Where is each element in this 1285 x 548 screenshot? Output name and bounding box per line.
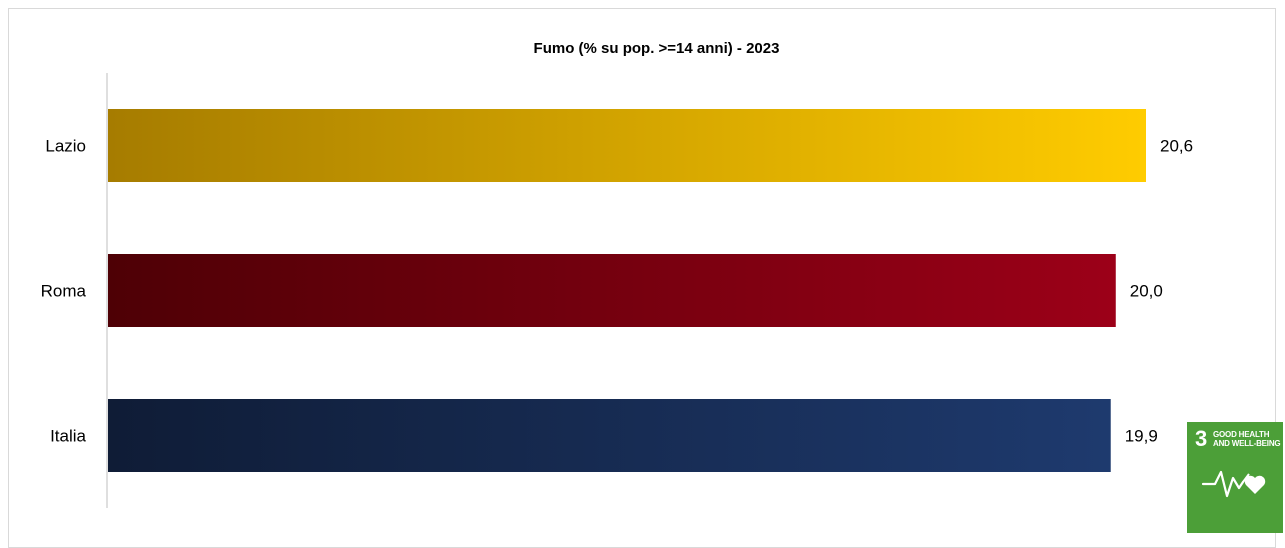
value-label: 20,6 [1160,137,1193,156]
value-label: 20,0 [1130,282,1163,301]
sdg-number: 3 [1195,426,1208,451]
value-label: 19,9 [1125,427,1158,446]
category-label: Italia [50,427,86,446]
sdg-label: GOOD HEALTH AND WELL-BEING [1213,430,1281,448]
bar-chart: Lazio 20,6 Roma 20,0 Italia 19,9 [41,73,1193,508]
heartbeat-heart-icon [1201,470,1266,498]
category-label: Roma [41,282,87,301]
bars: Lazio 20,6 Roma 20,0 Italia 19,9 [41,109,1193,472]
chart-title: Fumo (% su pop. >=14 anni) - 2023 [533,40,780,57]
bar-italia [108,399,1111,472]
category-label: Lazio [45,137,86,156]
bar-lazio [108,109,1146,182]
bar-roma [108,254,1116,327]
sdg-badge: 3 GOOD HEALTH AND WELL-BEING [1187,422,1283,533]
